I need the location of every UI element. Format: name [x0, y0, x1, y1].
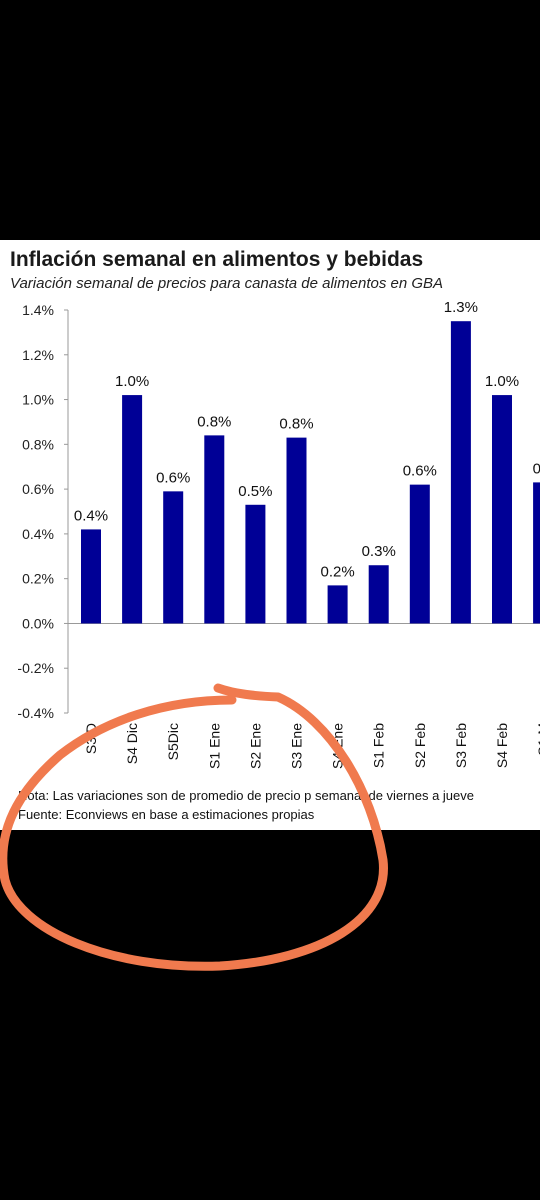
chart-note: Nota: Las variaciones son de promedio de…	[18, 788, 474, 803]
bar	[368, 565, 389, 624]
data-label: 1.0%	[485, 373, 519, 390]
category-label: S4 Dic	[124, 723, 140, 764]
data-label: 0.5%	[238, 483, 272, 500]
bar	[533, 482, 540, 624]
bar	[81, 529, 101, 624]
y-tick-label: -0.2%	[17, 660, 54, 676]
category-label: S1 Feb	[371, 723, 387, 768]
y-tick-label: 0.2%	[22, 571, 54, 587]
category-label: S4 Ene	[330, 723, 346, 769]
y-tick-label: 0.8%	[22, 436, 54, 452]
bar	[286, 437, 307, 624]
bar	[450, 321, 471, 624]
y-tick-label: 0.6%	[22, 481, 54, 497]
y-tick-label: -0.4%	[17, 705, 54, 721]
data-label: 0.8%	[197, 413, 231, 430]
data-label: 0.6%	[156, 469, 190, 486]
category-label: S3 Feb	[453, 723, 469, 768]
category-label: S2 Ene	[247, 723, 263, 769]
bar-chart: 1.4% 1.2% 1.0% 0.8% 0.6% 0.4% 0.2% 0.0% -0.2% -0.…	[17, 299, 540, 769]
data-label: 1.0%	[115, 373, 149, 390]
chart-card: Inflación semanal en alimentos y bebidas…	[0, 240, 540, 830]
data-label: 0.3%	[362, 543, 396, 560]
data-label: 0.6%	[403, 463, 437, 480]
category-label: S3 Ene	[289, 723, 305, 769]
bar	[327, 585, 348, 624]
data-label: 0.6	[533, 460, 540, 477]
category-label: S2 Feb	[412, 723, 428, 768]
y-tick-label: 1.0%	[22, 392, 54, 408]
bar	[122, 395, 143, 624]
data-label: 0.8%	[279, 416, 313, 433]
category-label: S3 D	[83, 723, 99, 754]
category-label: S1 M	[535, 723, 540, 756]
chart-title: Inflación semanal en alimentos y bebidas	[10, 248, 424, 271]
bar	[163, 491, 184, 624]
chart-subtitle: Variación semanal de precios para canast…	[10, 275, 444, 292]
category-label: S5Dic	[165, 723, 181, 760]
data-label: 0.4%	[74, 507, 108, 524]
bar	[492, 395, 512, 624]
y-tick-label: 1.4%	[22, 302, 54, 318]
data-label: 0.2%	[320, 563, 354, 580]
bar	[409, 484, 430, 624]
y-tick-label: 0.0%	[22, 615, 54, 631]
bar	[245, 504, 266, 624]
chart-source: Fuente: Econviews en base a estimaciones…	[18, 807, 315, 822]
y-tick-label: 1.2%	[22, 347, 54, 363]
category-label: S4 Feb	[494, 723, 510, 768]
bar	[204, 435, 225, 624]
data-label: 1.3%	[444, 299, 478, 316]
y-tick-label: 0.4%	[22, 526, 54, 542]
category-label: S1 Ene	[206, 723, 222, 769]
